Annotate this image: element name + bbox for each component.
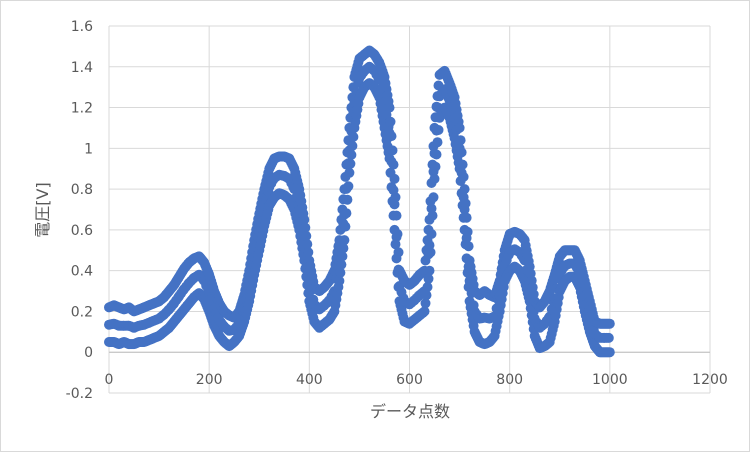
data-point [458, 171, 469, 182]
data-point [455, 135, 466, 146]
y-tick-label: -0.2 [66, 386, 93, 402]
data-point [456, 147, 467, 158]
data-point [421, 290, 432, 301]
y-axis-title: 電圧[V] [33, 182, 52, 237]
x-axis-ticks: 0 200 400 600 800 1000 1200 [105, 372, 728, 388]
data-point [422, 282, 433, 292]
data-point [459, 184, 470, 195]
data-point [302, 239, 313, 250]
x-tick-label: 800 [496, 372, 523, 388]
x-tick-label: 200 [196, 372, 223, 388]
data-point [392, 229, 403, 239]
y-tick-label: 1.4 [71, 60, 93, 76]
data-point [301, 231, 312, 241]
data-point [347, 140, 358, 151]
data-point [341, 208, 352, 219]
y-tick-label: 0.2 [71, 304, 93, 320]
data-point [427, 210, 438, 221]
x-tick-label: 600 [396, 372, 423, 388]
data-point [429, 173, 440, 184]
data-point [338, 243, 349, 254]
data-point [426, 229, 437, 239]
data-point [336, 259, 347, 270]
y-tick-label: 0.4 [71, 264, 93, 280]
data-point [389, 173, 400, 184]
data-point [431, 149, 442, 160]
data-point [348, 131, 359, 142]
data-point [343, 181, 354, 192]
data-point [425, 247, 436, 258]
data-point [433, 125, 444, 135]
y-tick-label: 0.8 [71, 182, 93, 198]
data-point [342, 194, 353, 205]
data-point [386, 131, 397, 142]
data-point [391, 210, 402, 221]
data-point [461, 212, 472, 223]
x-tick-label: 1000 [592, 372, 628, 388]
data-point [340, 221, 351, 232]
data-point [603, 332, 614, 343]
y-tick-label: 1 [84, 141, 93, 157]
data-point [457, 159, 468, 170]
data-point [339, 235, 350, 246]
data-point [420, 298, 431, 309]
data-point [303, 247, 314, 258]
data-point [604, 318, 615, 329]
data-point [424, 265, 435, 276]
data-point [430, 161, 441, 172]
data-point [334, 275, 345, 286]
data-point [344, 167, 355, 178]
data-point [337, 251, 348, 262]
data-point [385, 116, 396, 127]
y-tick-label: 1.6 [71, 19, 93, 35]
data-point [423, 273, 434, 284]
data-point [384, 102, 395, 113]
data-point [390, 192, 401, 203]
data-point [460, 198, 471, 209]
data-point [432, 137, 443, 148]
data-points [104, 45, 615, 358]
data-point [300, 222, 311, 233]
data-point [393, 247, 404, 258]
data-point [335, 267, 346, 278]
data-point [387, 145, 398, 156]
y-tick-label: 0 [84, 345, 93, 361]
data-point [299, 214, 310, 225]
grid [108, 25, 711, 394]
data-point [345, 158, 356, 169]
data-point [346, 149, 357, 160]
y-tick-label: 1.2 [71, 101, 93, 117]
y-axis-ticks: -0.2 0 0.2 0.4 0.6 0.8 1 1.2 1.4 1.6 [66, 19, 93, 402]
x-tick-label: 1200 [692, 372, 728, 388]
data-point [428, 192, 439, 203]
x-axis-title: データ点数 [370, 402, 450, 421]
data-point [463, 241, 474, 252]
x-tick-label: 400 [296, 372, 323, 388]
data-point [462, 226, 473, 237]
data-point [388, 159, 399, 170]
data-point [454, 122, 465, 133]
y-tick-label: 0.6 [71, 223, 93, 239]
x-tick-label: 0 [105, 372, 114, 388]
data-point [419, 306, 430, 317]
data-point [604, 347, 615, 358]
